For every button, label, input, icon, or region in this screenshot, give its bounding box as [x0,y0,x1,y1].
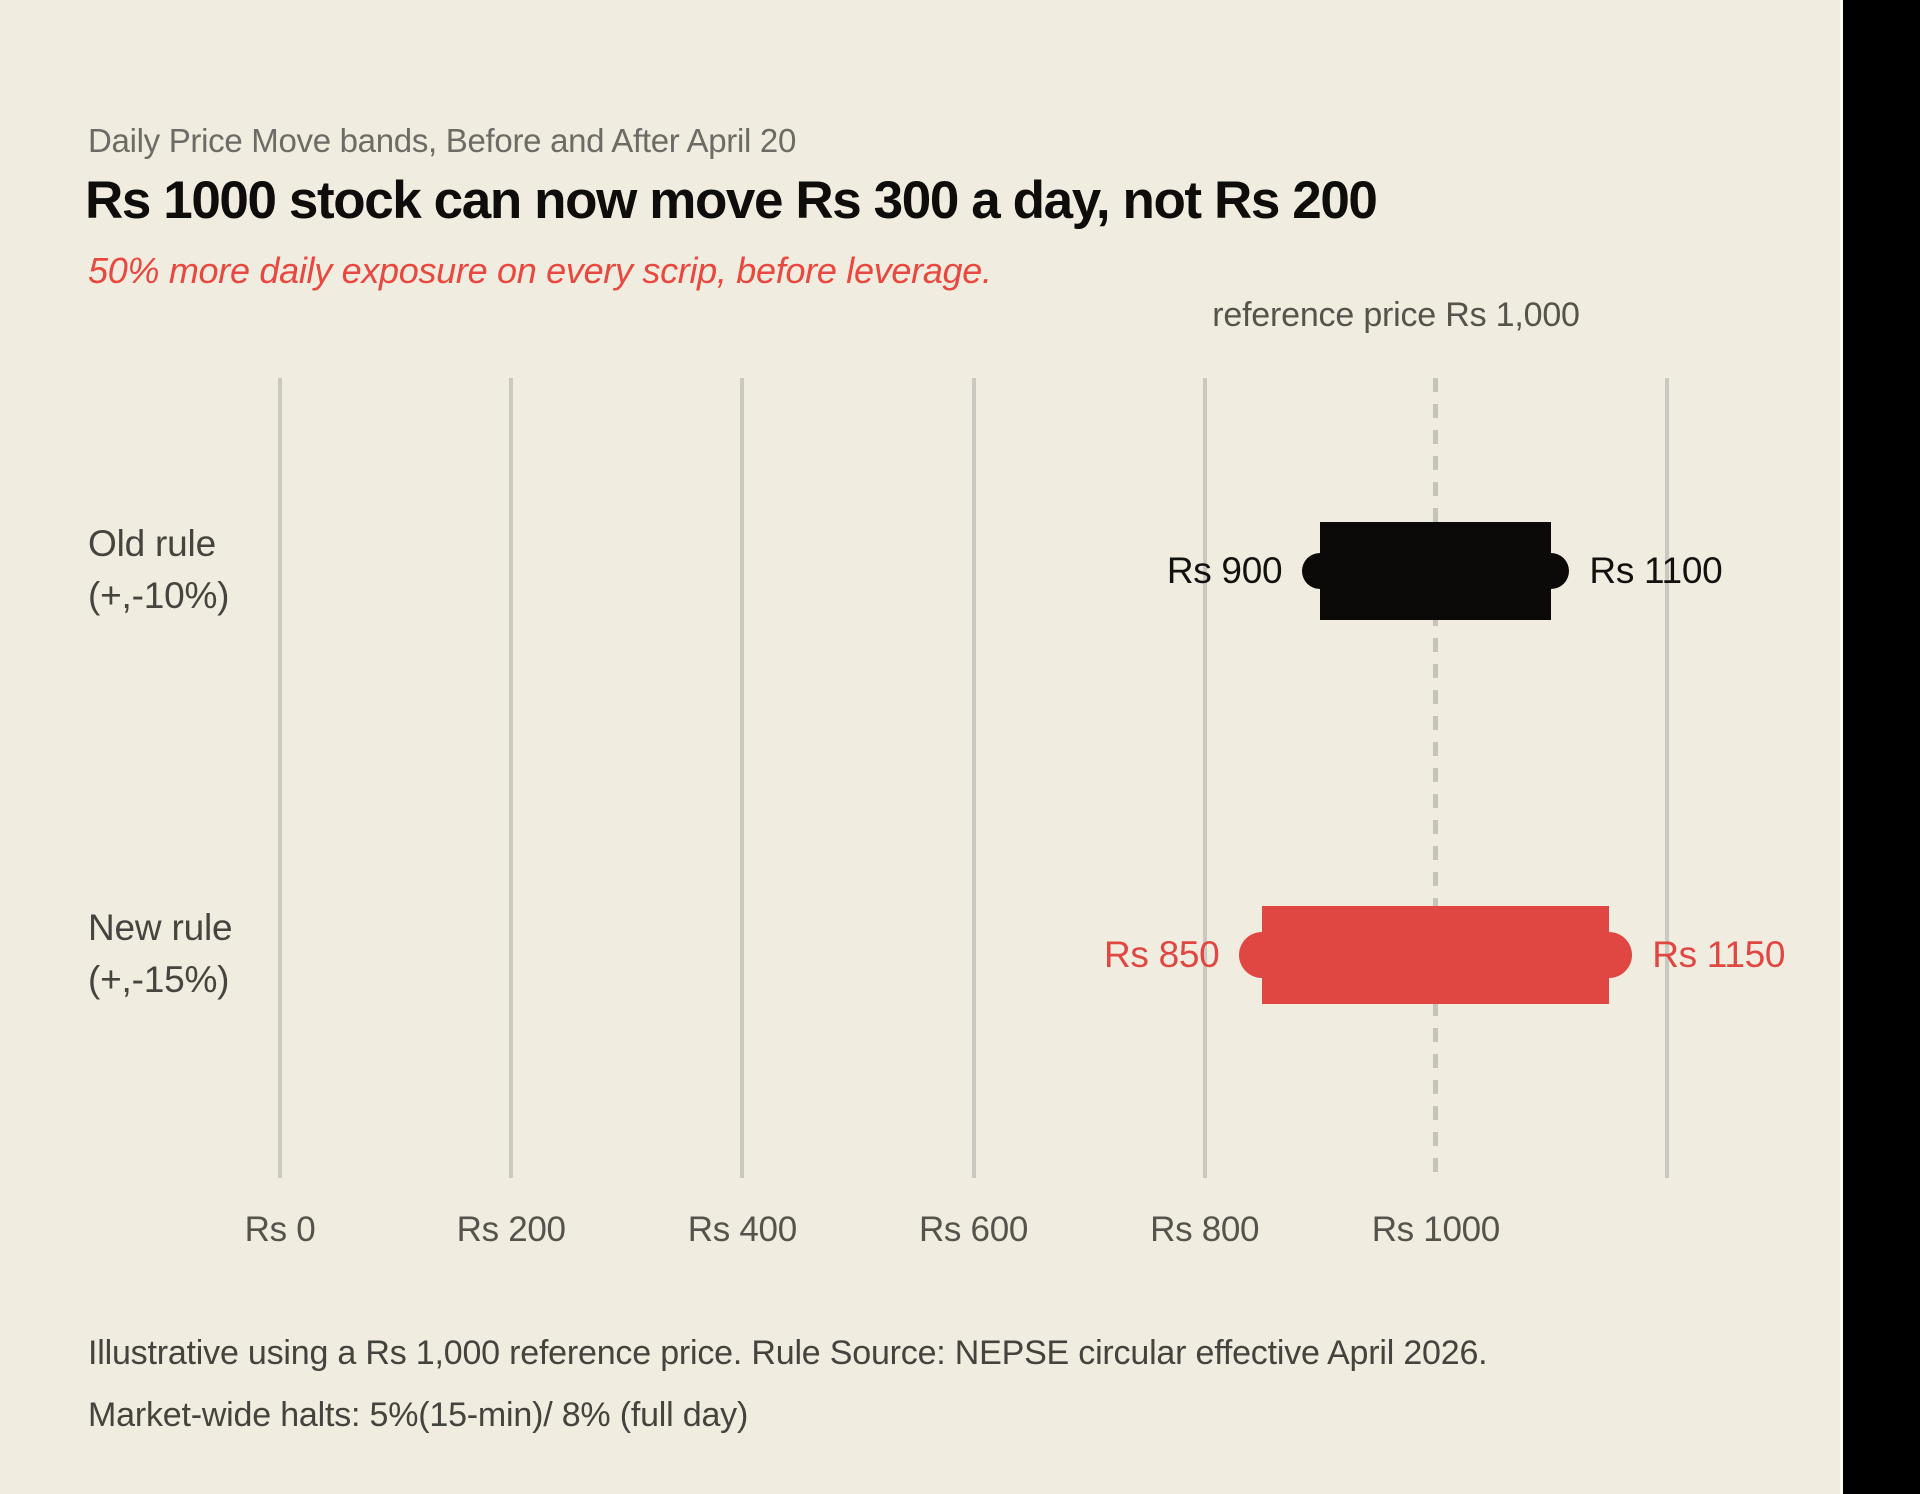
chart-title: Rs 1000 stock can now move Rs 300 a day,… [85,171,1378,230]
axis-label-rs-0: Rs 0 [244,1210,316,1249]
gridline-rs-400 [740,378,745,1178]
row-label-old-rule: Old rule (+,-10%) [88,518,388,622]
right-edge-strip [1840,0,1920,1494]
axis-label-rs-800: Rs 800 [1150,1210,1260,1249]
row-percentage: (+,-10%) [88,575,230,616]
band-low-label: Rs 900 [1166,550,1283,591]
axis-label-rs-200: Rs 200 [456,1210,566,1249]
plot-area: Rs 900 Rs 1100 Old rule (+,-10%) Rs 850 Rs 11… [88,378,1785,1249]
band-high-label: Rs 1150 [1652,934,1786,975]
axis-label-rs-400: Rs 400 [687,1210,797,1249]
band-low-label: Rs 850 [1104,934,1220,975]
footnote: Illustrative using a Rs 1,000 reference … [88,1322,1768,1446]
band-new-rule [1262,906,1610,1004]
gridline-rs-200 [509,378,514,1178]
row-label-new-rule: New rule (+,-15%) [88,902,388,1006]
gridline-rs-600 [971,378,976,1178]
row-percentage: (+,-15%) [88,959,230,1000]
gridline-rs-1200 [1665,378,1669,1178]
footnote-line-2: Market-wide halts: 5%(15-min)/ 8% (full … [88,1396,749,1434]
footnote-line-1: Illustrative using a Rs 1,000 reference … [88,1334,1488,1372]
band-high-label: Rs 1100 [1589,550,1723,591]
axis-label-rs-600: Rs 600 [918,1210,1029,1249]
gridline-rs-800 [1202,378,1207,1178]
gridline-rs-0 [278,378,282,1178]
reference-price-label: reference price Rs 1,000 [1212,296,1580,334]
chart-subtitle: 50% more daily exposure on every scrip, … [88,250,992,291]
chart-eyebrow: Daily Price Move bands, Before and After… [88,122,797,159]
row-name: New rule [88,907,233,948]
row-name: Old rule [88,523,216,564]
reference-dashed-line [1433,378,1439,1178]
axis-label-rs-1000: Rs 1000 [1371,1210,1501,1249]
band-old-rule [1320,522,1552,620]
